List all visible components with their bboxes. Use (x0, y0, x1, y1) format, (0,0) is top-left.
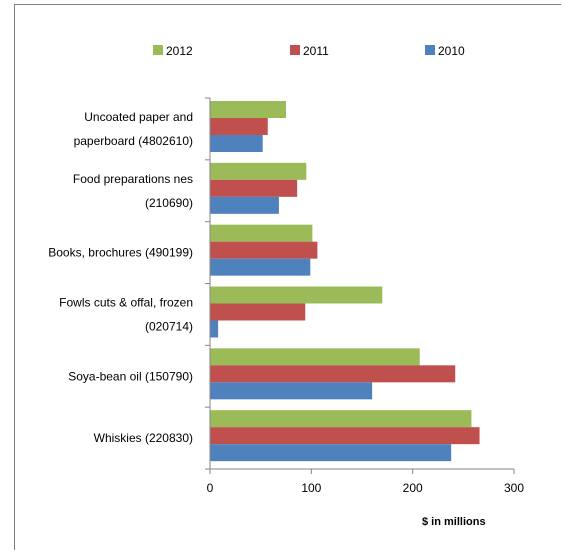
x-axis-label: $ in millions (422, 516, 486, 528)
category-label-3: (020714) (145, 319, 193, 333)
category-label-3: Fowls cuts & offal, frozen (59, 295, 193, 309)
bar-2012-5 (210, 410, 472, 428)
bar-2011-2 (210, 241, 318, 259)
bar-2011-1 (210, 179, 298, 197)
bar-2012-3 (210, 286, 383, 304)
bar-2010-0 (210, 135, 263, 152)
category-label-1: (210690) (145, 196, 193, 210)
bars (210, 101, 480, 462)
bar-2011-3 (210, 303, 306, 321)
bar-2010-2 (210, 258, 311, 276)
bar-2012-2 (210, 224, 313, 242)
bar-2012-0 (210, 101, 286, 118)
bar-2012-1 (210, 162, 307, 180)
category-labels: Uncoated paper and paperboard (4802610) Fo… (48, 110, 193, 445)
category-label-4: Soya-bean oil (150790) (68, 369, 193, 383)
x-tick-label: 0 (207, 481, 214, 495)
category-label-5: Whiskies (220830) (94, 431, 193, 445)
bar-2012-4 (210, 348, 420, 366)
category-label-2: Books, brochures (490199) (48, 246, 193, 260)
legend: 2012 2011 2010 (153, 44, 465, 58)
legend-swatch-2012 (153, 45, 163, 55)
x-tick-label: 100 (301, 481, 321, 495)
legend-swatch-2010 (425, 45, 435, 55)
x-tick-label: 300 (504, 481, 524, 495)
bar-2011-5 (210, 427, 480, 445)
category-label-0: Uncoated paper and (84, 110, 193, 124)
bar-2011-0 (210, 118, 268, 135)
bar-2010-3 (210, 320, 219, 338)
category-label-1: Food preparations nes (73, 172, 193, 186)
bar-2011-4 (210, 365, 456, 383)
category-label-0: paperboard (4802610) (74, 134, 193, 148)
axes: 0 100 200 300 (205, 97, 524, 495)
legend-label-2012: 2012 (166, 44, 193, 58)
x-tick-label: 200 (403, 481, 423, 495)
bar-2010-4 (210, 382, 373, 400)
legend-swatch-2011 (290, 45, 300, 55)
bar-2010-1 (210, 196, 279, 214)
legend-label-2010: 2010 (438, 44, 465, 58)
legend-label-2011: 2011 (303, 44, 329, 58)
bar-2010-5 (210, 444, 452, 462)
chart-frame (14, 4, 561, 550)
